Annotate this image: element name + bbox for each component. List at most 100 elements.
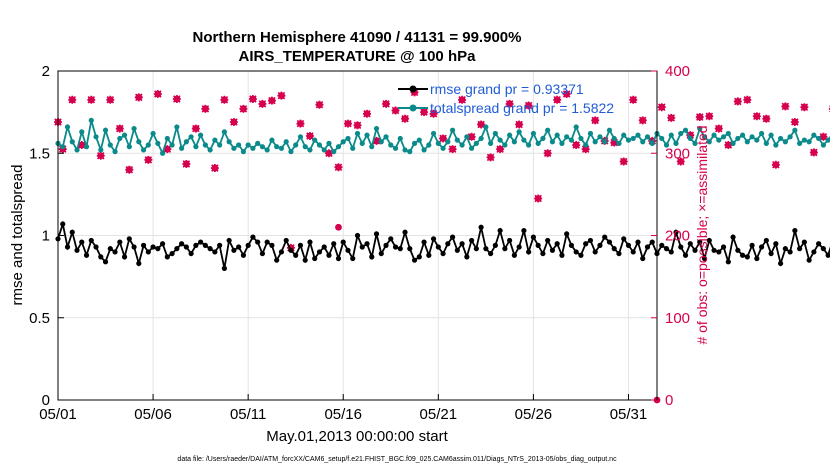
- obs-assimilated-marker: [781, 102, 790, 111]
- totalspread-point: [468, 145, 475, 151]
- totalspread-point: [502, 142, 508, 148]
- rmse-point: [820, 246, 826, 252]
- totalspread-point: [587, 130, 594, 137]
- obs-assimilated-marker: [277, 91, 286, 100]
- rmse-point: [378, 250, 384, 257]
- totalspread-point: [140, 147, 147, 153]
- rmse-point: [231, 247, 237, 253]
- rmse-point: [102, 259, 109, 265]
- totalspread-point: [359, 140, 365, 146]
- obs-assimilated-marker: [258, 99, 267, 108]
- obs-assimilated-marker: [372, 136, 381, 145]
- rmse-point: [288, 247, 294, 253]
- rmse-point: [274, 257, 280, 263]
- rmse-point: [559, 252, 565, 258]
- rmse-point: [193, 242, 199, 248]
- totalspread-point: [473, 140, 479, 146]
- totalspread-point: [345, 135, 351, 142]
- legend-spread-marker: [409, 104, 417, 112]
- totalspread-point: [606, 127, 613, 133]
- rmse-point: [502, 246, 508, 252]
- rmse-point: [278, 249, 285, 255]
- totalspread-point: [212, 137, 218, 143]
- totalspread-point: [697, 125, 703, 132]
- y2-tick-label: 100: [665, 310, 690, 327]
- totalspread-point: [98, 147, 104, 153]
- rmse-point: [169, 250, 175, 257]
- totalspread-point: [602, 139, 608, 145]
- totalspread-point: [264, 147, 270, 153]
- totalspread-point: [540, 135, 546, 142]
- totalspread-point: [549, 139, 556, 145]
- rmse-point: [264, 239, 270, 245]
- obs-assimilated-marker: [125, 165, 134, 174]
- rmse-point: [388, 236, 394, 242]
- obs-assimilated-marker: [439, 134, 448, 143]
- obs-assimilated-marker: [115, 124, 124, 133]
- obs-assimilated-marker: [353, 121, 362, 130]
- rmse-point: [212, 249, 218, 255]
- y2-tick-label: 200: [665, 228, 690, 245]
- totalspread-point: [388, 142, 394, 148]
- totalspread-point: [278, 145, 285, 151]
- rmse-point: [735, 247, 741, 253]
- totalspread-point: [630, 135, 636, 142]
- obs-assimilated-marker: [790, 117, 799, 126]
- totalspread-point: [407, 149, 413, 155]
- obs-assimilated-marker: [96, 151, 105, 160]
- rmse-point: [682, 252, 689, 258]
- totalspread-point: [516, 129, 522, 135]
- rmse-point: [373, 231, 380, 237]
- obs-assimilated-marker: [477, 120, 486, 129]
- rmse-point: [749, 242, 755, 248]
- rmse-point: [250, 234, 256, 240]
- y2-tick-label: 0: [665, 392, 673, 409]
- rmse-point: [364, 241, 370, 247]
- rmse-point: [535, 242, 541, 248]
- totalspread-point: [706, 139, 712, 145]
- totalspread-point: [825, 137, 830, 143]
- totalspread-point: [179, 145, 185, 151]
- totalspread-point: [801, 137, 807, 143]
- totalspread-point: [302, 144, 308, 150]
- totalspread-point: [107, 142, 113, 148]
- rmse-point: [521, 227, 527, 234]
- rmse-point: [754, 255, 760, 262]
- chart-subtitle: AIRS_TEMPERATURE @ 100 hPa: [239, 48, 477, 65]
- rmse-point: [492, 242, 498, 248]
- totalspread-point: [312, 137, 318, 143]
- obs-assimilated-marker: [686, 131, 695, 140]
- rmse-point: [697, 239, 703, 245]
- totalspread-point: [640, 139, 646, 145]
- obs-assimilated-marker: [458, 95, 467, 104]
- rmse-point: [155, 246, 161, 252]
- obs-assimilated-marker: [68, 95, 77, 104]
- rmse-line: [57, 220, 830, 269]
- obs-assimilated-marker: [667, 113, 676, 122]
- rmse-point: [578, 252, 584, 258]
- rmse-point: [606, 239, 613, 245]
- rmse-point: [112, 249, 118, 255]
- obs-assimilated-marker: [239, 104, 248, 113]
- rmse-point: [207, 246, 213, 252]
- rmse-point: [259, 250, 266, 257]
- rmse-point: [659, 242, 665, 248]
- rmse-point: [568, 242, 575, 248]
- rmse-point: [773, 241, 779, 247]
- obs-assimilated-marker: [448, 145, 457, 154]
- obs-assimilated-marker: [572, 141, 581, 150]
- obs-assimilated-marker: [524, 101, 533, 110]
- totalspread-point: [150, 130, 156, 137]
- totalspread-point: [492, 130, 498, 137]
- rmse-point: [416, 254, 422, 260]
- obs-assimilated-marker: [220, 95, 229, 104]
- rmse-point: [706, 237, 712, 244]
- y2-axis-label: # of obs: o=possible; ×=assimilated: [694, 125, 710, 344]
- rmse-point: [801, 239, 807, 245]
- totalspread-point: [649, 140, 655, 146]
- totalspread-point: [744, 139, 750, 145]
- obs-assimilated-marker: [324, 149, 333, 158]
- rmse-point: [687, 241, 693, 247]
- totalspread-point: [763, 140, 769, 146]
- rmse-point: [583, 241, 589, 247]
